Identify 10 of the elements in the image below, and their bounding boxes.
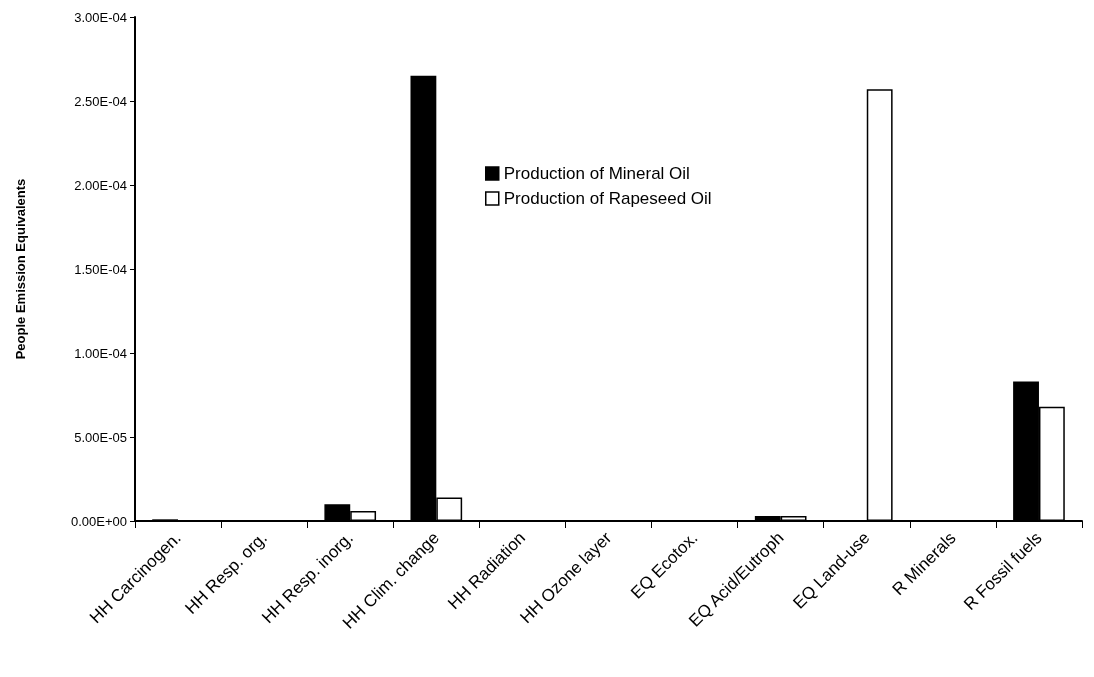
y-tick-label: 2.00E-04	[74, 177, 127, 193]
y-axis-title: People Emission Equivalents	[13, 178, 28, 360]
y-tick-label: 5.00E-05	[74, 429, 127, 445]
y-tick-label: 1.00E-04	[74, 345, 127, 361]
y-tick-label: 0.00E+00	[70, 513, 127, 529]
y-tick-label: 3.00E-04	[74, 9, 127, 25]
legend-label: Production of Mineral Oil	[503, 164, 690, 183]
legend-label: Production of Rapeseed Oil	[503, 189, 712, 208]
y-tick-label: 1.50E-04	[74, 261, 127, 277]
y-tick-label: 2.50E-04	[74, 93, 127, 109]
